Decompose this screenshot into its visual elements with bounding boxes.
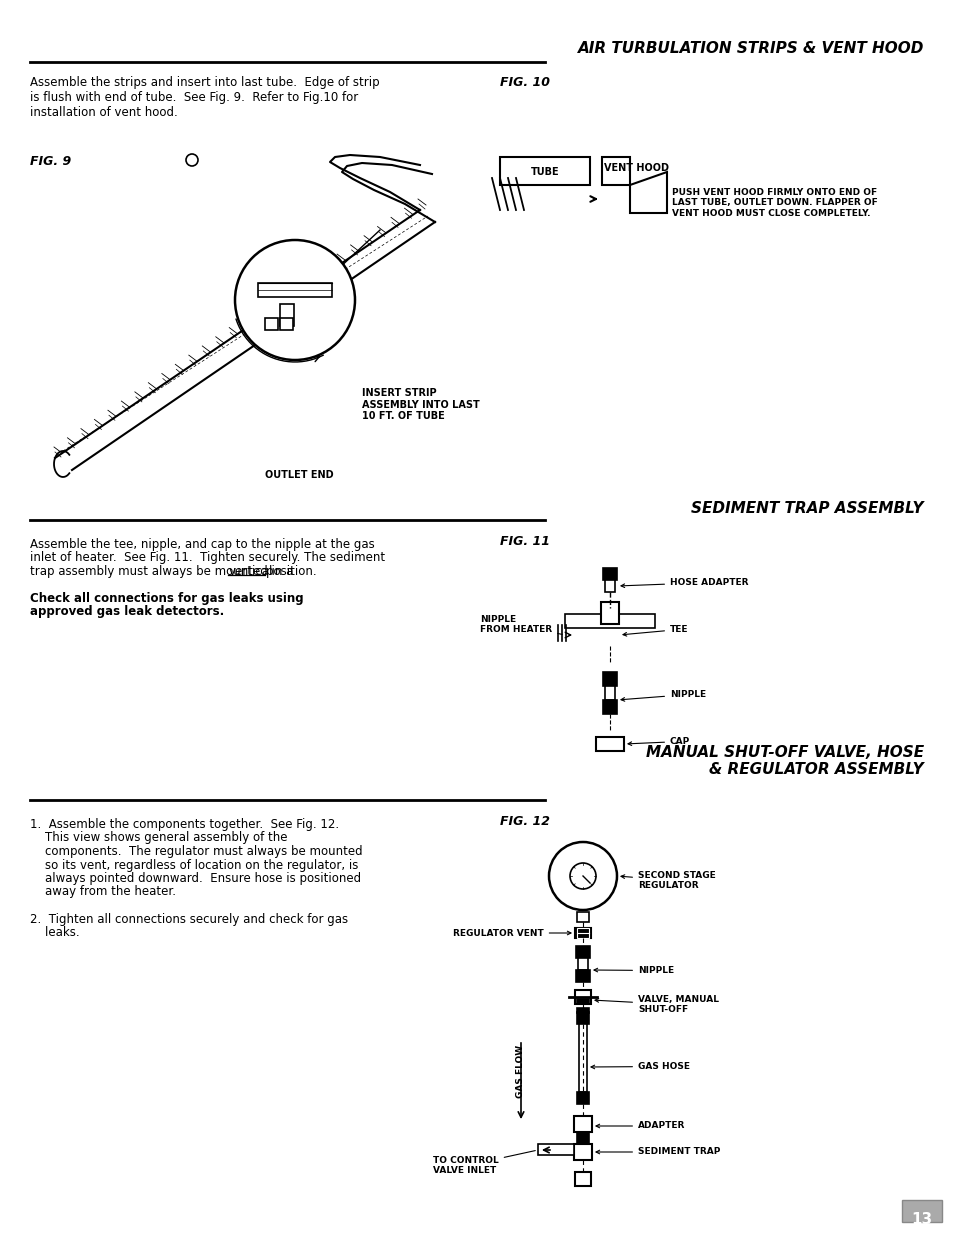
- Text: PUSH VENT HOOD FIRMLY ONTO END OF
LAST TUBE, OUTLET DOWN. FLAPPER OF
VENT HOOD M: PUSH VENT HOOD FIRMLY ONTO END OF LAST T…: [671, 188, 877, 217]
- Text: This view shows general assembly of the: This view shows general assembly of the: [30, 831, 287, 845]
- Text: FIG. 12: FIG. 12: [499, 815, 550, 827]
- FancyBboxPatch shape: [576, 946, 589, 958]
- Text: GAS FLOW: GAS FLOW: [516, 1045, 525, 1098]
- FancyBboxPatch shape: [499, 157, 589, 185]
- Text: leaks.: leaks.: [30, 926, 79, 939]
- Text: position.: position.: [266, 564, 324, 578]
- FancyBboxPatch shape: [265, 317, 277, 330]
- FancyBboxPatch shape: [575, 927, 590, 939]
- Text: GAS HOSE: GAS HOSE: [591, 1062, 689, 1071]
- FancyBboxPatch shape: [537, 1144, 574, 1155]
- FancyBboxPatch shape: [280, 317, 293, 330]
- Text: REGULATOR VENT: REGULATOR VENT: [453, 929, 571, 937]
- Text: ADAPTER: ADAPTER: [596, 1121, 684, 1130]
- FancyBboxPatch shape: [901, 1200, 941, 1221]
- Text: HOSE ADAPTER: HOSE ADAPTER: [620, 578, 748, 588]
- Text: & REGULATOR ASSEMBLY: & REGULATOR ASSEMBLY: [709, 762, 923, 777]
- Text: TEE: TEE: [622, 625, 688, 636]
- Text: FIG. 11: FIG. 11: [499, 535, 550, 548]
- FancyBboxPatch shape: [596, 737, 623, 751]
- Circle shape: [234, 240, 355, 359]
- Text: always pointed downward.  Ensure hose is positioned: always pointed downward. Ensure hose is …: [30, 872, 361, 885]
- Text: VENT HOOD: VENT HOOD: [604, 163, 669, 173]
- Text: NIPPLE: NIPPLE: [620, 690, 705, 701]
- FancyBboxPatch shape: [257, 283, 332, 296]
- Text: CAP: CAP: [627, 737, 690, 746]
- Text: Assemble the strips and insert into last tube.  Edge of strip
is flush with end : Assemble the strips and insert into last…: [30, 77, 379, 119]
- Text: so its vent, regardless of location on the regulator, is: so its vent, regardless of location on t…: [30, 858, 358, 872]
- Text: Assemble the tee, nipple, and cap to the nipple at the gas: Assemble the tee, nipple, and cap to the…: [30, 538, 375, 551]
- FancyBboxPatch shape: [564, 614, 655, 629]
- Text: FIG. 10: FIG. 10: [499, 77, 550, 89]
- Text: inlet of heater.  See Fig. 11.  Tighten securely. The sediment: inlet of heater. See Fig. 11. Tighten se…: [30, 552, 385, 564]
- Text: NIPPLE
FROM HEATER: NIPPLE FROM HEATER: [479, 615, 561, 635]
- FancyBboxPatch shape: [577, 999, 588, 1004]
- Circle shape: [569, 863, 596, 889]
- Text: away from the heater.: away from the heater.: [30, 885, 175, 899]
- Text: SEDIMENT TRAP: SEDIMENT TRAP: [596, 1147, 720, 1156]
- Text: AIR TURBULATION STRIPS & VENT HOOD: AIR TURBULATION STRIPS & VENT HOOD: [577, 41, 923, 56]
- FancyBboxPatch shape: [577, 1132, 588, 1144]
- Text: trap assembly must always be mounted in a: trap assembly must always be mounted in …: [30, 564, 296, 578]
- FancyBboxPatch shape: [575, 1172, 590, 1186]
- Circle shape: [548, 842, 617, 910]
- Text: SECOND STAGE
REGULATOR: SECOND STAGE REGULATOR: [620, 871, 715, 890]
- Text: INSERT STRIP
ASSEMBLY INTO LAST
10 FT. OF TUBE: INSERT STRIP ASSEMBLY INTO LAST 10 FT. O…: [361, 388, 479, 421]
- Text: FIG. 9: FIG. 9: [30, 156, 71, 168]
- FancyBboxPatch shape: [574, 1144, 592, 1160]
- Text: TO CONTROL
VALVE INLET: TO CONTROL VALVE INLET: [433, 1151, 535, 1176]
- Text: components.  The regulator must always be mounted: components. The regulator must always be…: [30, 845, 362, 858]
- Text: MANUAL SHUT-OFF VALVE, HOSE: MANUAL SHUT-OFF VALVE, HOSE: [645, 745, 923, 760]
- Text: 13: 13: [910, 1212, 932, 1228]
- FancyBboxPatch shape: [578, 958, 587, 969]
- Text: TUBE: TUBE: [530, 167, 558, 177]
- Text: 2.  Tighten all connections securely and check for gas: 2. Tighten all connections securely and …: [30, 913, 348, 925]
- FancyBboxPatch shape: [604, 685, 615, 700]
- FancyBboxPatch shape: [576, 969, 589, 982]
- FancyBboxPatch shape: [578, 1024, 586, 1092]
- Text: Check all connections for gas leaks using: Check all connections for gas leaks usin…: [30, 592, 303, 605]
- FancyBboxPatch shape: [575, 990, 590, 1004]
- Text: SEDIMENT TRAP ASSEMBLY: SEDIMENT TRAP ASSEMBLY: [691, 501, 923, 516]
- FancyBboxPatch shape: [602, 700, 617, 714]
- Text: vertical: vertical: [228, 564, 273, 578]
- Text: OUTLET END: OUTLET END: [265, 471, 334, 480]
- Text: 1.  Assemble the components together.  See Fig. 12.: 1. Assemble the components together. See…: [30, 818, 338, 831]
- FancyBboxPatch shape: [604, 580, 615, 592]
- FancyBboxPatch shape: [600, 601, 618, 624]
- Polygon shape: [629, 172, 666, 212]
- Text: NIPPLE: NIPPLE: [594, 966, 674, 974]
- FancyBboxPatch shape: [577, 927, 588, 939]
- Text: approved gas leak detectors.: approved gas leak detectors.: [30, 605, 224, 619]
- FancyBboxPatch shape: [577, 1092, 588, 1104]
- FancyBboxPatch shape: [577, 911, 588, 923]
- FancyBboxPatch shape: [602, 672, 617, 685]
- Text: VALVE, MANUAL
SHUT-OFF: VALVE, MANUAL SHUT-OFF: [595, 995, 719, 1014]
- FancyBboxPatch shape: [602, 568, 617, 580]
- FancyBboxPatch shape: [280, 304, 294, 326]
- FancyBboxPatch shape: [574, 1116, 592, 1132]
- FancyBboxPatch shape: [577, 1011, 588, 1024]
- FancyBboxPatch shape: [601, 157, 629, 185]
- FancyBboxPatch shape: [577, 1008, 588, 1013]
